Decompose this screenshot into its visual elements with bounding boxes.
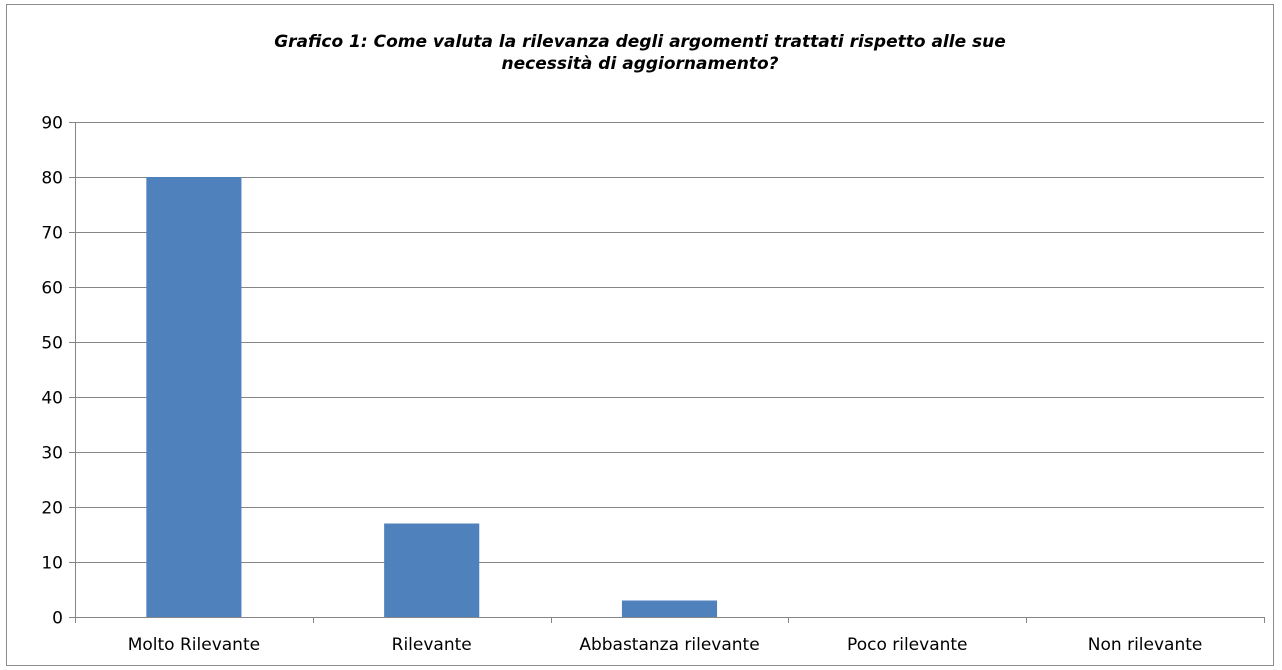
y-tick-label-60: 60 [41, 279, 63, 299]
bar-abbastanza-rilevante [621, 600, 718, 617]
x-tick-label-molto-rilevante: Molto Rilevante [128, 635, 260, 655]
x-tick-label-abbastanza-rilevante: Abbastanza rilevante [579, 635, 759, 655]
y-tick-label-20: 20 [41, 499, 63, 519]
y-tick-label-90: 90 [41, 114, 63, 134]
y-tick-label-70: 70 [41, 224, 63, 244]
y-tick-label-30: 30 [41, 444, 63, 464]
bar-molto-rilevante [146, 177, 242, 617]
y-tick-label-50: 50 [41, 334, 63, 354]
y-tick-label-10: 10 [41, 554, 63, 574]
x-tick-label-poco-rilevante: Poco rilevante [847, 635, 967, 655]
y-tick-label-0: 0 [52, 609, 63, 629]
chart-title: Grafico 1: Come valuta la rilevanza degl… [274, 32, 1006, 74]
bar-rilevante [384, 523, 480, 617]
x-tick-label-rilevante: Rilevante [392, 635, 472, 655]
y-tick-label-40: 40 [41, 389, 63, 409]
y-tick-label-80: 80 [41, 169, 63, 189]
x-tick-label-non-rilevante: Non rilevante [1088, 635, 1203, 655]
